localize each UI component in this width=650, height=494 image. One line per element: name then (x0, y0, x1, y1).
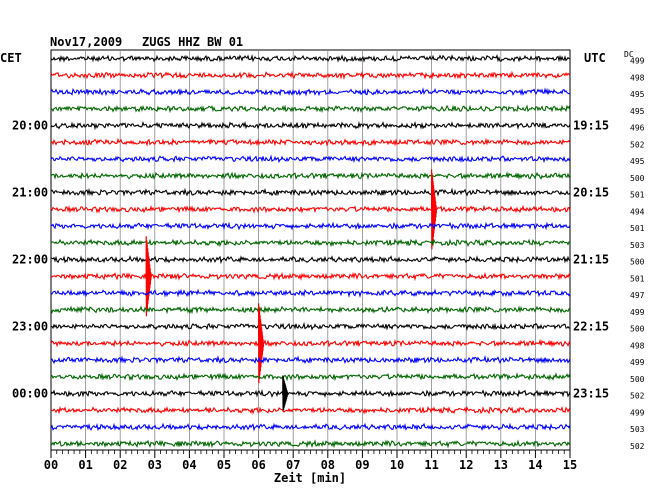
dc-value: 500 (630, 258, 645, 267)
trace-2 (50, 87, 571, 97)
cet-time-label: 23:00 (12, 320, 48, 334)
x-tick-label: 03 (148, 458, 162, 472)
utc-time-label: 20:15 (573, 186, 609, 200)
chart-station: ZUGS HHZ BW 01 (142, 35, 243, 49)
dc-value: 498 (630, 341, 645, 350)
trace-13 (50, 271, 571, 282)
dc-value: 496 (630, 124, 645, 133)
x-axis-label: Zeit [min] (274, 471, 346, 485)
trace-22 (50, 422, 571, 432)
trace-14 (50, 288, 571, 298)
dc-value: 499 (630, 57, 645, 66)
dc-header: DC (624, 50, 634, 59)
dc-value: 495 (630, 107, 645, 116)
labels: 00 01 02 03 04 05 06 07 08 09 10 11 12 13 14 15 499 498 49… (12, 57, 645, 473)
utc-time-label: 21:15 (573, 253, 609, 267)
event-spike (258, 303, 264, 384)
x-tick-label: 15 (563, 458, 577, 472)
dc-value: 501 (630, 274, 645, 283)
utc-time-label: 22:15 (573, 320, 609, 334)
trace-8 (50, 187, 571, 197)
trace-20 (50, 388, 571, 398)
x-tick-label: 04 (182, 458, 196, 472)
trace-12 (50, 255, 571, 265)
dc-value: 499 (630, 308, 645, 317)
right-timezone: UTC (584, 51, 606, 65)
dc-value: 498 (630, 73, 645, 82)
trace-17 (50, 338, 571, 348)
event-spike (145, 236, 152, 317)
cet-time-label: 00:00 (12, 387, 48, 401)
x-tick-label: 09 (355, 458, 369, 472)
cet-time-label: 21:00 (12, 186, 48, 200)
x-tick-label: 12 (459, 458, 473, 472)
trace-4 (50, 120, 571, 131)
x-tick-label: 01 (78, 458, 92, 472)
dc-value: 502 (630, 392, 645, 401)
event-spike (431, 169, 437, 250)
chart-date: Nov17,2009 (50, 35, 122, 49)
x-tick-label: 07 (286, 458, 300, 472)
x-tick-label: 05 (217, 458, 231, 472)
x-tick-label: 14 (528, 458, 542, 472)
x-tick-label: 10 (390, 458, 404, 472)
x-tick-label: 11 (424, 458, 438, 472)
dc-value: 497 (630, 291, 645, 300)
dc-value: 500 (630, 375, 645, 384)
trace-10 (50, 221, 571, 231)
x-tick-label: 00 (44, 458, 58, 472)
dc-value: 500 (630, 325, 645, 334)
trace-0 (50, 53, 571, 63)
dc-value: 499 (630, 358, 645, 367)
event-spike (282, 375, 289, 412)
trace-15 (50, 305, 571, 315)
x-tick-label: 08 (321, 458, 335, 472)
trace-3 (50, 104, 571, 114)
dc-value: 495 (630, 90, 645, 99)
trace-23 (50, 439, 571, 449)
trace-16 (51, 321, 571, 332)
dc-value: 499 (630, 408, 645, 417)
left-timezone: CET (0, 51, 22, 65)
trace-1 (50, 70, 571, 80)
dc-value: 494 (630, 207, 645, 216)
traces (50, 53, 571, 449)
cet-time-label: 20:00 (12, 119, 48, 133)
cet-time-label: 22:00 (12, 253, 48, 267)
dc-value: 500 (630, 174, 645, 183)
trace-9 (50, 204, 571, 214)
x-tick-label: 02 (113, 458, 127, 472)
x-tick-label: 13 (494, 458, 508, 472)
trace-7 (50, 171, 571, 181)
dc-value: 503 (630, 241, 645, 250)
trace-18 (50, 355, 571, 365)
trace-11 (50, 238, 571, 248)
dc-value: 501 (630, 191, 645, 200)
dc-value: 502 (630, 442, 645, 451)
trace-6 (50, 154, 571, 164)
utc-time-label: 19:15 (573, 119, 609, 133)
trace-19 (50, 372, 571, 382)
utc-time-label: 23:15 (573, 387, 609, 401)
dc-value: 501 (630, 224, 645, 233)
grid (50, 49, 571, 458)
trace-21 (50, 405, 571, 415)
x-tick-label: 06 (251, 458, 265, 472)
dc-value: 502 (630, 140, 645, 149)
dc-value: 495 (630, 157, 645, 166)
dc-value: 503 (630, 425, 645, 434)
trace-5 (50, 137, 571, 147)
